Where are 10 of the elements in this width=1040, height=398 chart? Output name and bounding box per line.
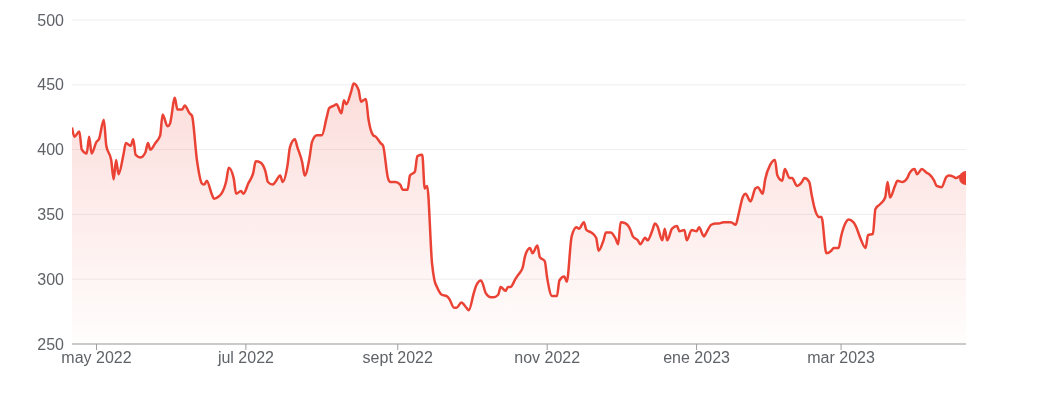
y-tick-label: 500: [37, 11, 65, 29]
x-tick-label: mar 2023: [807, 349, 875, 367]
x-tick-label: nov 2022: [514, 349, 581, 367]
y-tick-label: 350: [37, 206, 65, 224]
x-tick-label: ene 2023: [663, 349, 731, 367]
x-tick-label: sept 2022: [362, 349, 433, 367]
y-tick-label: 400: [37, 141, 65, 159]
y-tick-label: 450: [37, 76, 65, 94]
x-tick-label: jul 2022: [216, 349, 275, 367]
y-tick-label: 300: [37, 270, 65, 288]
